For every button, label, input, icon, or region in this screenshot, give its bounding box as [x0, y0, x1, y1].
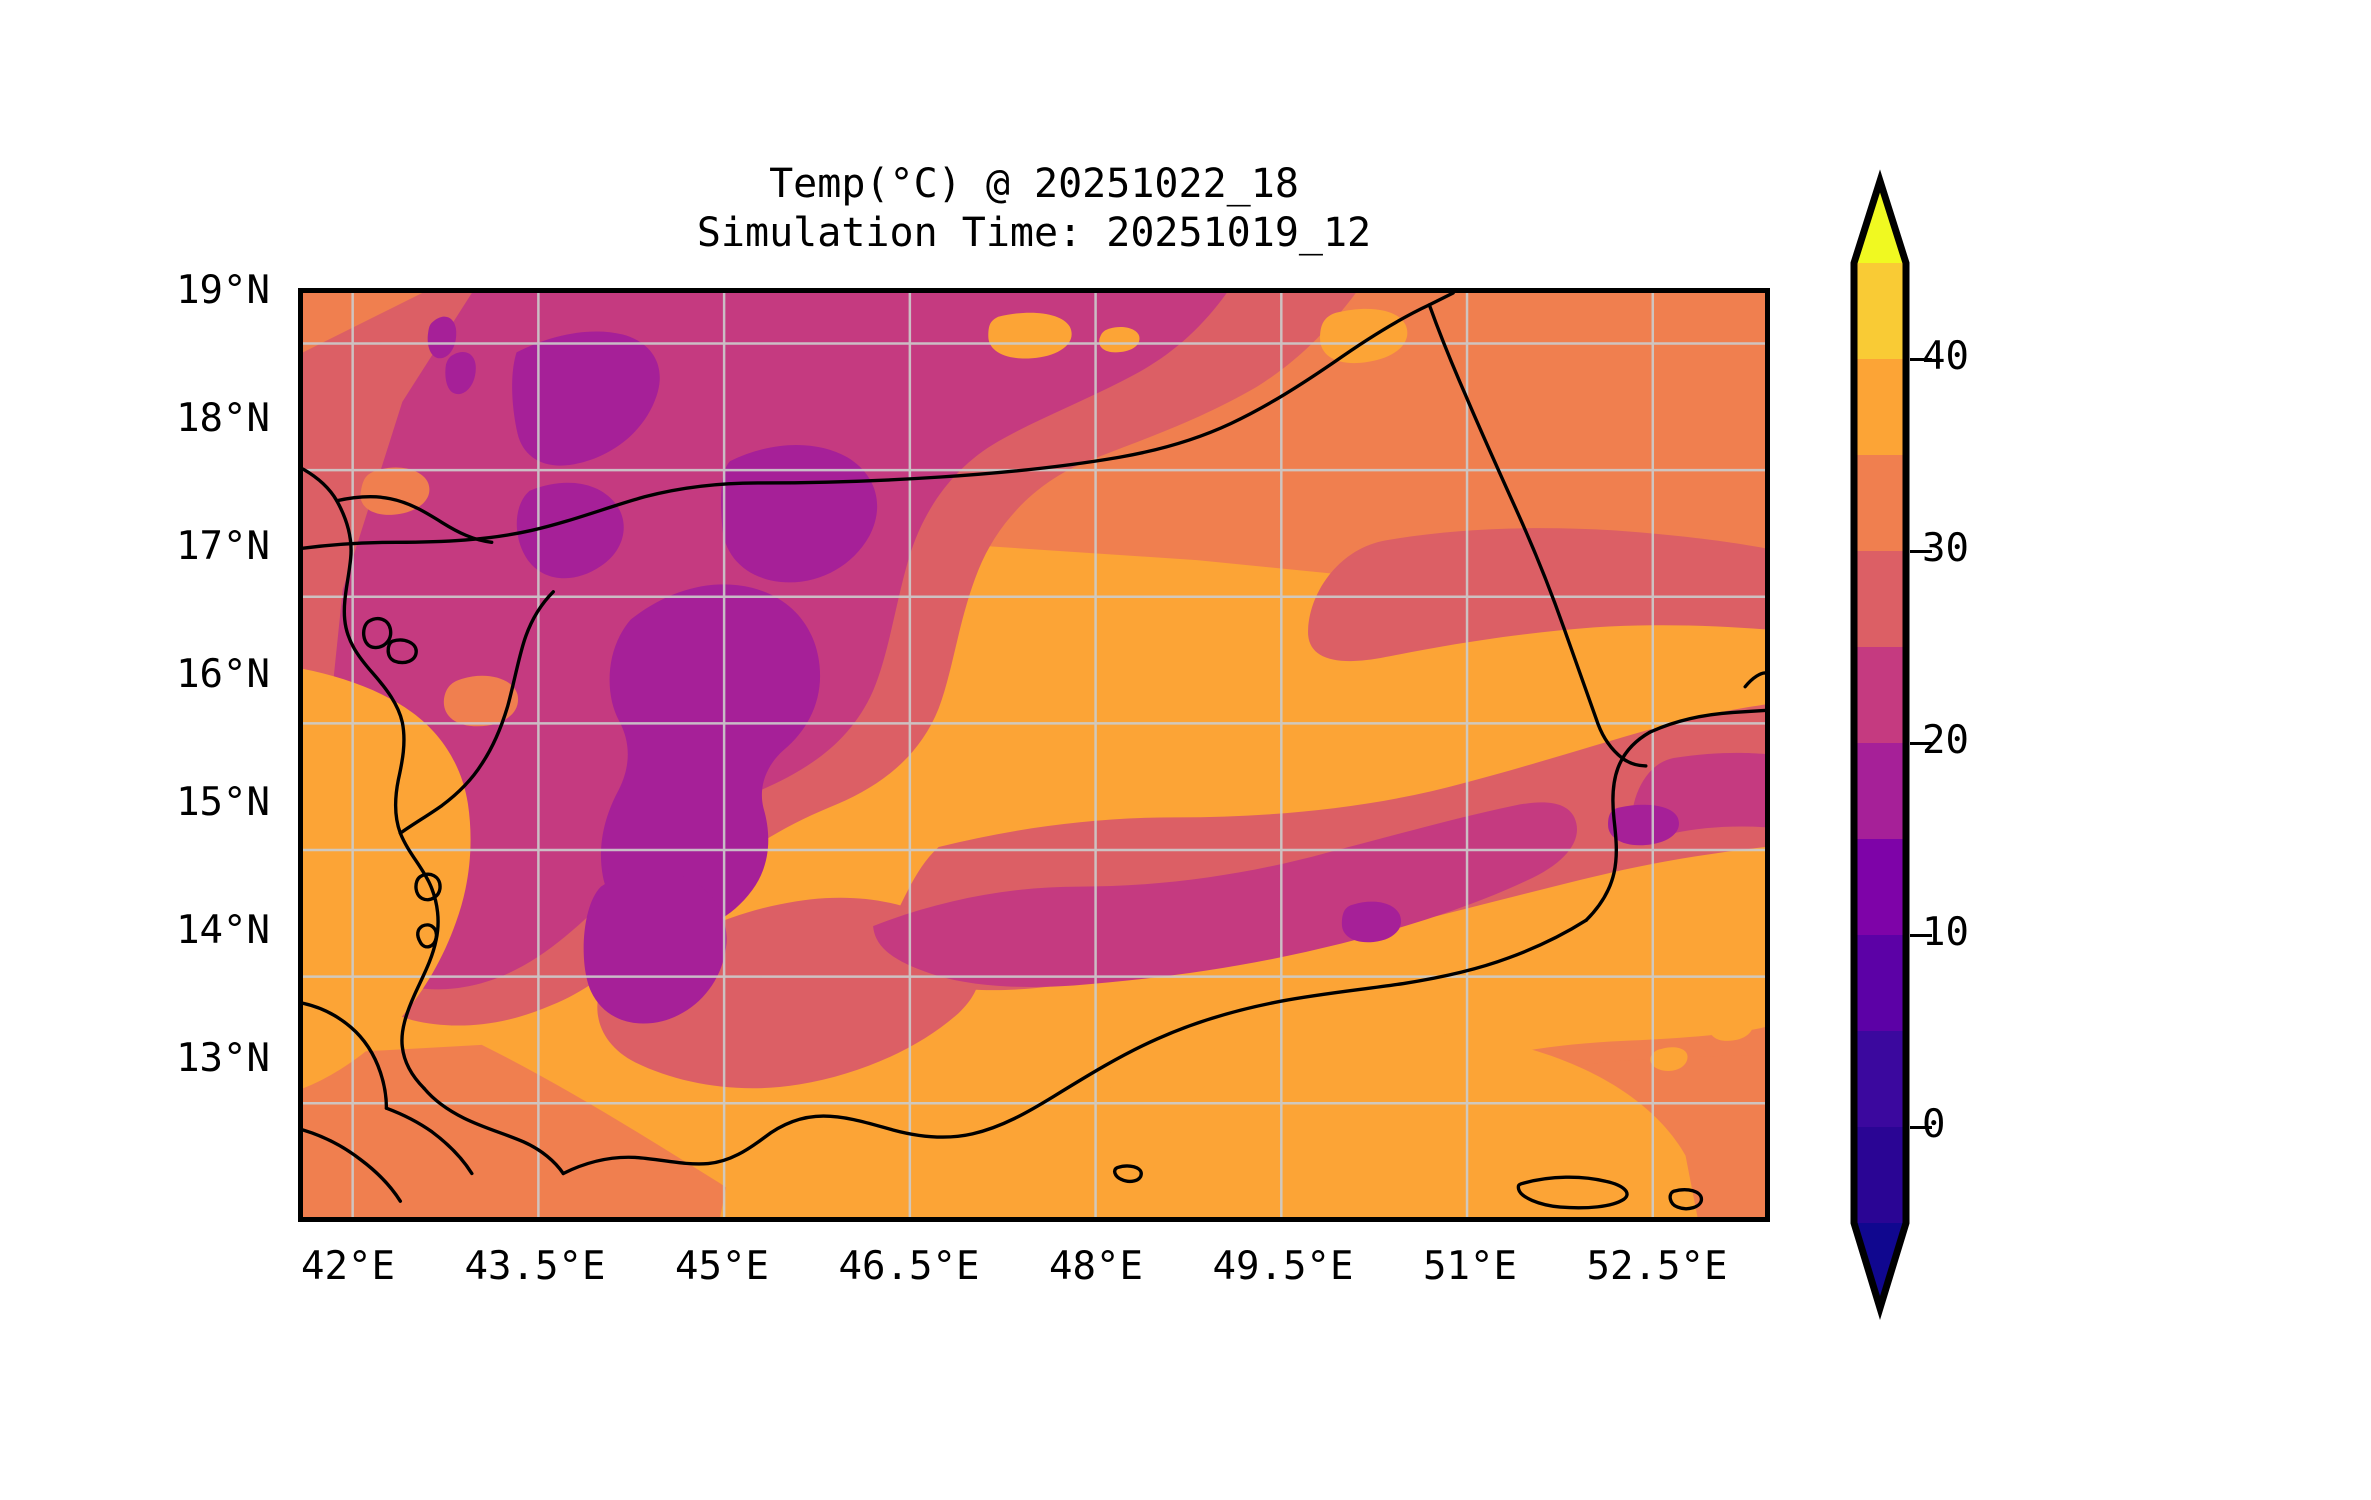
title-line-1: Temp(°C) @ 20251022_18: [769, 161, 1299, 207]
colorbar-gradient: [1850, 169, 1910, 1320]
colorbar-label-0: 0: [1922, 1102, 1946, 1147]
ytick-label-18N: 18°N: [176, 396, 270, 441]
map-axes: [298, 288, 1770, 1222]
colorbar: 40 30 20 10 0: [1848, 168, 1969, 1338]
plot-title: Temp(°C) @ 20251022_18 Simulation Time: …: [298, 160, 1770, 258]
colorbar-under-arrow: [1854, 1223, 1906, 1308]
xtick-label-42E: 42°E: [301, 1244, 395, 1289]
xtick-label-49-5E: 49.5°E: [1212, 1244, 1354, 1289]
colorbar-tick-30: [1910, 550, 1932, 553]
colorbar-tick-10: [1910, 934, 1932, 937]
xtick-label-45E: 45°E: [675, 1244, 769, 1289]
colorbar-over-arrow: [1854, 181, 1906, 263]
colorbar-tick-40: [1910, 358, 1932, 361]
ytick-label-13N: 13°N: [176, 1036, 270, 1081]
colorbar-label-20: 20: [1922, 718, 1969, 763]
filled-contours: [303, 293, 1765, 1217]
xtick-label-51E: 51°E: [1423, 1244, 1517, 1289]
colorbar-label-30: 30: [1922, 526, 1969, 571]
xtick-label-46-5E: 46.5°E: [838, 1244, 980, 1289]
colorbar-bands: [1854, 263, 1906, 1223]
colorbar-outline: [1850, 169, 1910, 1320]
colorbar-label-10: 10: [1922, 910, 1969, 955]
xtick-label-52-5E: 52.5°E: [1586, 1244, 1728, 1289]
ytick-label-16N: 16°N: [176, 652, 270, 697]
xtick-label-43-5E: 43.5°E: [464, 1244, 606, 1289]
coastline-and-borders: [303, 293, 1765, 1211]
colorbar-tick-0: [1910, 1126, 1932, 1129]
temperature-contour-map: [303, 293, 1765, 1217]
ytick-label-14N: 14°N: [176, 908, 270, 953]
ytick-label-19N: 19°N: [176, 268, 270, 313]
ytick-label-15N: 15°N: [176, 780, 270, 825]
ytick-label-17N: 17°N: [176, 524, 270, 569]
colorbar-tick-20: [1910, 742, 1932, 745]
xtick-label-48E: 48°E: [1049, 1244, 1143, 1289]
title-line-2: Simulation Time: 20251019_12: [696, 209, 1372, 256]
colorbar-label-40: 40: [1922, 334, 1969, 379]
